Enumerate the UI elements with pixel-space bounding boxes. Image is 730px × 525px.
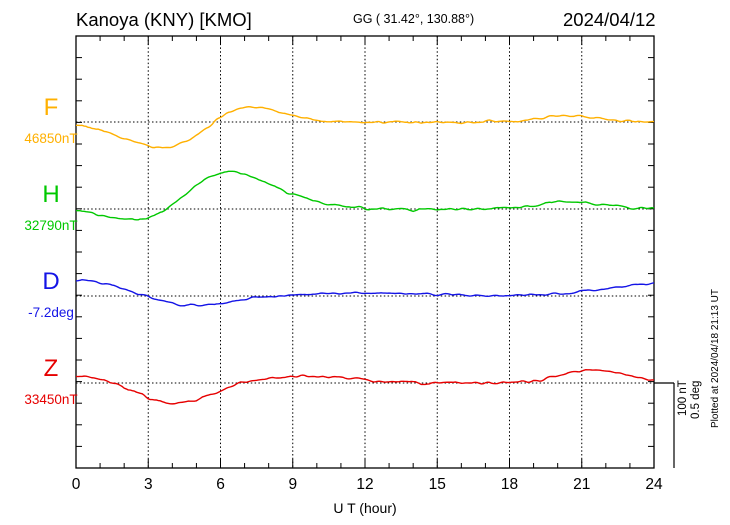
svg-text:F: F [44,94,59,121]
svg-text:18: 18 [501,476,518,493]
svg-text:12: 12 [356,476,373,493]
svg-text:D: D [42,268,59,295]
svg-text:-7.2deg: -7.2deg [28,305,74,320]
svg-text:32790nT: 32790nT [24,218,77,233]
svg-text:9: 9 [288,476,297,493]
svg-text:21: 21 [573,476,590,493]
svg-text:6: 6 [216,476,225,493]
svg-text:Plotted at 2024/04/18 21:13 UT: Plotted at 2024/04/18 21:13 UT [710,289,721,428]
svg-text:100 nT: 100 nT [677,380,689,416]
svg-text:GG ( 31.42°, 130.88°): GG ( 31.42°, 130.88°) [353,12,474,26]
svg-text:0.5 deg: 0.5 deg [690,381,702,419]
svg-text:0: 0 [72,476,81,493]
svg-text:Z: Z [44,355,59,382]
svg-text:U T (hour): U T (hour) [333,500,396,516]
svg-text:46850nT: 46850nT [24,131,77,146]
svg-text:33450nT: 33450nT [24,392,77,407]
svg-text:3: 3 [144,476,153,493]
svg-text:2024/04/12: 2024/04/12 [563,9,656,30]
svg-text:15: 15 [429,476,446,493]
svg-text:H: H [42,181,59,208]
svg-text:24: 24 [645,476,663,493]
svg-text:Kanoya (KNY) [KMO]: Kanoya (KNY) [KMO] [76,9,252,30]
